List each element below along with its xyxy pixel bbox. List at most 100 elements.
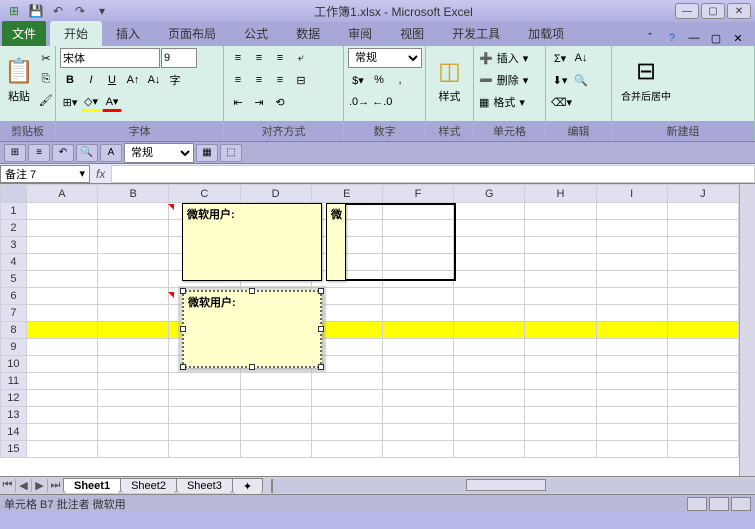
sheet-tab-3[interactable]: Sheet3 — [176, 478, 233, 493]
resize-handle[interactable] — [180, 326, 186, 332]
comma-button[interactable]: , — [390, 70, 410, 90]
bold-button[interactable]: B — [60, 70, 80, 90]
grow-font-button[interactable]: A↑ — [123, 70, 143, 90]
resize-handle[interactable] — [180, 364, 186, 370]
resize-handle[interactable] — [318, 326, 324, 332]
spreadsheet-grid[interactable]: ABCDEFGHIJ123456789101112131415 微软用户: 微 … — [0, 184, 739, 476]
resize-handle[interactable] — [180, 288, 186, 294]
tb2-btn-2[interactable]: ≡ — [28, 144, 50, 162]
tb2-btn-4[interactable]: 🔍 — [76, 144, 98, 162]
scroll-thumb[interactable] — [466, 479, 546, 491]
sheet-tab-new[interactable]: ✦ — [232, 478, 263, 494]
sheet-nav-first[interactable]: ⏮ — [0, 479, 16, 492]
minimize-ribbon-icon[interactable]: ˆ — [641, 30, 659, 46]
tb2-btn-7[interactable]: ⬚ — [220, 144, 242, 162]
close-button[interactable]: ✕ — [727, 3, 751, 19]
tb2-btn-6[interactable]: ▦ — [196, 144, 218, 162]
inc-decimal-button[interactable]: .0→ — [348, 92, 370, 112]
format-cells-button[interactable]: ▦格式▾ — [478, 92, 542, 112]
tab-formula[interactable]: 公式 — [230, 21, 282, 46]
resize-handle[interactable] — [318, 364, 324, 370]
align-center-button[interactable]: ≡ — [249, 70, 269, 90]
fill-color-button[interactable]: ◇▾ — [81, 92, 101, 112]
align-top-button[interactable]: ≡ — [228, 48, 248, 68]
sheet-nav-prev[interactable]: ◀ — [16, 479, 32, 492]
formula-input[interactable] — [111, 165, 755, 183]
view-layout-button[interactable] — [709, 497, 729, 511]
tab-addin[interactable]: 加载项 — [514, 21, 578, 46]
comment-note-1[interactable]: 微软用户: — [182, 203, 322, 281]
align-middle-button[interactable]: ≡ — [249, 48, 269, 68]
paste-button[interactable]: 📋 粘贴 — [4, 48, 34, 112]
orientation-button[interactable]: ⟲ — [270, 92, 290, 112]
doc-close-icon[interactable]: ✕ — [729, 30, 747, 46]
view-normal-button[interactable] — [687, 497, 707, 511]
tb2-format-select[interactable]: 常规 — [124, 143, 194, 163]
comment-note-2[interactable]: 微 — [326, 203, 346, 281]
font-size-select[interactable] — [161, 48, 197, 68]
tab-insert[interactable]: 插入 — [102, 21, 154, 46]
indent-dec-button[interactable]: ⇤ — [228, 92, 248, 112]
sheet-tab-2[interactable]: Sheet2 — [120, 478, 177, 493]
help-icon[interactable]: ? — [663, 30, 681, 46]
undo-icon[interactable]: ↶ — [48, 2, 68, 20]
underline-button[interactable]: U — [102, 70, 122, 90]
font-name-select[interactable] — [60, 48, 160, 68]
number-format-select[interactable]: 常规 — [348, 48, 422, 68]
tab-home[interactable]: 开始 — [50, 21, 102, 46]
align-left-button[interactable]: ≡ — [228, 70, 248, 90]
merge-center-big-button[interactable]: ⊟ 合并后居中 — [616, 48, 676, 112]
cut-icon[interactable]: ✂ — [36, 48, 56, 68]
tab-file[interactable]: 文件 — [2, 21, 46, 46]
comment-note-3-selected[interactable]: 微软用户: — [182, 290, 322, 368]
horizontal-scrollbar[interactable] — [271, 479, 755, 493]
maximize-button[interactable]: ▢ — [701, 3, 725, 19]
vertical-scrollbar[interactable] — [739, 184, 755, 476]
view-pagebreak-button[interactable] — [731, 497, 751, 511]
shrink-font-button[interactable]: A↓ — [144, 70, 164, 90]
tab-review[interactable]: 审阅 — [334, 21, 386, 46]
tb2-btn-1[interactable]: ⊞ — [4, 144, 26, 162]
align-right-button[interactable]: ≡ — [270, 70, 290, 90]
minimize-button[interactable]: — — [675, 3, 699, 19]
sheet-nav-last[interactable]: ⏭ — [48, 479, 64, 492]
sort-button[interactable]: A↓ — [571, 48, 591, 68]
resize-handle[interactable] — [249, 364, 255, 370]
copy-icon[interactable]: ⎘ — [36, 69, 56, 89]
sheet-tab-1[interactable]: Sheet1 — [63, 478, 121, 493]
font-color-button[interactable]: A▾ — [102, 92, 122, 112]
autosum-button[interactable]: Σ▾ — [550, 48, 570, 68]
name-box[interactable]: 备注 7▾ — [0, 165, 90, 183]
resize-handle[interactable] — [249, 288, 255, 294]
doc-minimize-icon[interactable]: — — [685, 30, 703, 46]
tab-dev[interactable]: 开发工具 — [438, 21, 514, 46]
tab-view[interactable]: 视图 — [386, 21, 438, 46]
format-painter-icon[interactable]: 🖌 — [36, 90, 56, 110]
percent-button[interactable]: % — [369, 70, 389, 90]
clear-button[interactable]: ⌫▾ — [550, 92, 573, 112]
redo-icon[interactable]: ↷ — [70, 2, 90, 20]
dec-decimal-button[interactable]: ←.0 — [371, 92, 393, 112]
tab-data[interactable]: 数据 — [282, 21, 334, 46]
resize-handle[interactable] — [318, 288, 324, 294]
delete-cells-button[interactable]: ➖删除▾ — [478, 70, 542, 90]
doc-restore-icon[interactable]: ▢ — [707, 30, 725, 46]
phonetic-button[interactable]: 字 — [165, 70, 185, 90]
find-button[interactable]: 🔍 — [571, 70, 591, 90]
save-icon[interactable]: 💾 — [26, 2, 46, 20]
excel-icon[interactable]: ⊞ — [4, 2, 24, 20]
tb2-font-btn[interactable]: A — [100, 144, 122, 162]
styles-button[interactable]: ◫ 样式 — [430, 48, 469, 112]
insert-cells-button[interactable]: ➕插入▾ — [478, 48, 542, 68]
qat-more-icon[interactable]: ▾ — [92, 2, 112, 20]
merge-center-button[interactable]: ⊟ — [291, 70, 311, 90]
sheet-nav-next[interactable]: ▶ — [32, 479, 48, 492]
tab-layout[interactable]: 页面布局 — [154, 21, 230, 46]
indent-inc-button[interactable]: ⇥ — [249, 92, 269, 112]
fill-button[interactable]: ⬇▾ — [550, 70, 570, 90]
fx-icon[interactable]: fx — [90, 167, 111, 181]
italic-button[interactable]: I — [81, 70, 101, 90]
wrap-text-button[interactable]: ⤶ — [291, 48, 311, 68]
tb2-btn-3[interactable]: ↶ — [52, 144, 74, 162]
align-bottom-button[interactable]: ≡ — [270, 48, 290, 68]
